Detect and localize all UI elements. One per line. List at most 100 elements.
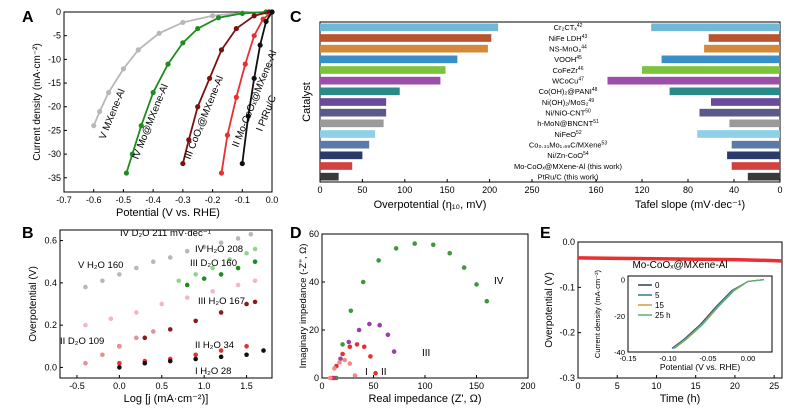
data-point [210, 265, 215, 271]
x-tick-label: -0.6 [86, 195, 102, 205]
data-point [201, 244, 207, 250]
series-line [92, 11, 267, 127]
data-point [105, 89, 112, 96]
catalyst-label: PtRu/C (this work) [538, 173, 599, 182]
series-label: IV [494, 276, 504, 287]
x-axis-label: Potential (V vs. RHE) [116, 207, 220, 219]
y-tick-label: 0 [314, 373, 319, 383]
inset-legend-label: 25 h [655, 311, 671, 320]
inset-x-tick-label: -0.10 [659, 354, 676, 363]
data-point [338, 356, 343, 362]
data-point [117, 365, 122, 370]
data-point [165, 61, 171, 67]
data-point [242, 61, 248, 67]
x-tick-label: 20 [730, 381, 740, 391]
series-annotation: IV D₂O 211 mV·dec⁻¹ [120, 228, 211, 239]
data-point [430, 242, 436, 248]
data-point [117, 360, 122, 366]
series-annotation: V H₂O 160 [78, 260, 123, 271]
data-point [347, 344, 353, 350]
data-point [244, 343, 249, 349]
x-tick-label: 0.5 [156, 381, 169, 391]
x-tick-label: -0.4 [145, 195, 161, 205]
panel-label-c: C [290, 9, 302, 26]
overpotential-bar [320, 23, 499, 32]
catalyst-label: Mo-CoOₓ@MXene-Al (this work) [514, 162, 623, 171]
series-label: II [381, 367, 387, 378]
data-point [218, 310, 224, 315]
plot-frame [63, 11, 273, 193]
series-label: III [422, 348, 430, 359]
y-tick-label: 60 [309, 229, 319, 239]
series-annotation: IV H₂O 208 [195, 244, 243, 255]
data-point [186, 137, 192, 143]
series-label: III CoOₓ@MXene-Al [183, 74, 227, 161]
y-tick-label: -0.1 [559, 282, 575, 292]
series-annotation: II H₂O 34 [195, 340, 234, 351]
data-point [218, 348, 224, 353]
series-label: I [365, 367, 368, 378]
data-point [100, 352, 105, 358]
data-point [142, 335, 148, 341]
y-tick-label: -35 [48, 173, 61, 183]
data-point [393, 246, 399, 251]
x-tick-label: 80 [683, 185, 693, 195]
x-tick-label: 0 [777, 185, 782, 195]
data-point [215, 15, 222, 21]
x-tick-label: 5 [615, 381, 620, 391]
x-tick-label: 100 [397, 185, 412, 195]
panel-a-polarization-curves: -0.7 -0.6 -0.5 -0.4 -0.3 -0.2 -0.1 0.0 0 -5 -10 -15… [32, 7, 280, 219]
data-point [412, 241, 418, 246]
y-tick-label: -0.3 [559, 373, 575, 383]
x-tick-label: 1.5 [240, 381, 253, 391]
data-point [135, 47, 141, 53]
data-point [134, 335, 139, 341]
y-tick-label: 0 [56, 7, 61, 17]
data-point [373, 370, 378, 376]
catalyst-label: WCoCu47 [552, 77, 584, 86]
data-point [218, 354, 224, 360]
data-point [195, 25, 201, 32]
x-tick-label: -0.3 [175, 195, 191, 205]
data-point [193, 318, 198, 324]
data-point [134, 310, 139, 315]
data-point [142, 360, 148, 366]
data-point [252, 299, 258, 305]
plot-frame [59, 229, 273, 379]
series-annotation: I H₂O 28 [195, 366, 231, 377]
y-axis-label: Catalyst [301, 82, 313, 122]
x-tick-label: 15 [691, 381, 701, 391]
tafel-bar [704, 44, 780, 53]
data-point [83, 322, 88, 328]
overpotential-bar [320, 76, 441, 85]
data-point [352, 373, 358, 378]
tafel-bar [711, 98, 780, 106]
x-tick-label: -0.5 [116, 195, 132, 205]
data-point [251, 33, 257, 39]
data-point [261, 348, 266, 353]
series-label: IV Mo@MXene-Al [131, 83, 171, 161]
y-axis-label: Current density (mA·cm⁻²) [32, 43, 43, 161]
data-point [356, 327, 362, 333]
data-point [184, 295, 190, 300]
x-tick-label: 40 [729, 185, 739, 195]
y-tick-label: -15 [48, 78, 61, 88]
data-point [367, 321, 372, 327]
data-point [218, 170, 225, 176]
panel-label-a: A [22, 9, 34, 26]
series-line [125, 11, 267, 174]
data-point [248, 231, 254, 237]
data-point [117, 272, 122, 277]
data-point [218, 240, 224, 245]
panel-b-tafel-plot: -0.5 0.0 0.5 1.0 1.5 0.0 0.2 0.4 0.6 Log [j (mA·c… [28, 228, 273, 405]
data-point [195, 104, 201, 110]
data-point [150, 89, 156, 96]
overpotential-bar [320, 119, 384, 128]
y-tick-label: 0.4 [44, 278, 57, 288]
data-point [180, 19, 186, 26]
catalyst-label: NiFe LDH43 [549, 34, 588, 43]
overpotential-bar [320, 87, 400, 96]
y-tick-label: -20 [48, 102, 61, 112]
y-axis-label: Overpotential (V) [28, 266, 39, 342]
